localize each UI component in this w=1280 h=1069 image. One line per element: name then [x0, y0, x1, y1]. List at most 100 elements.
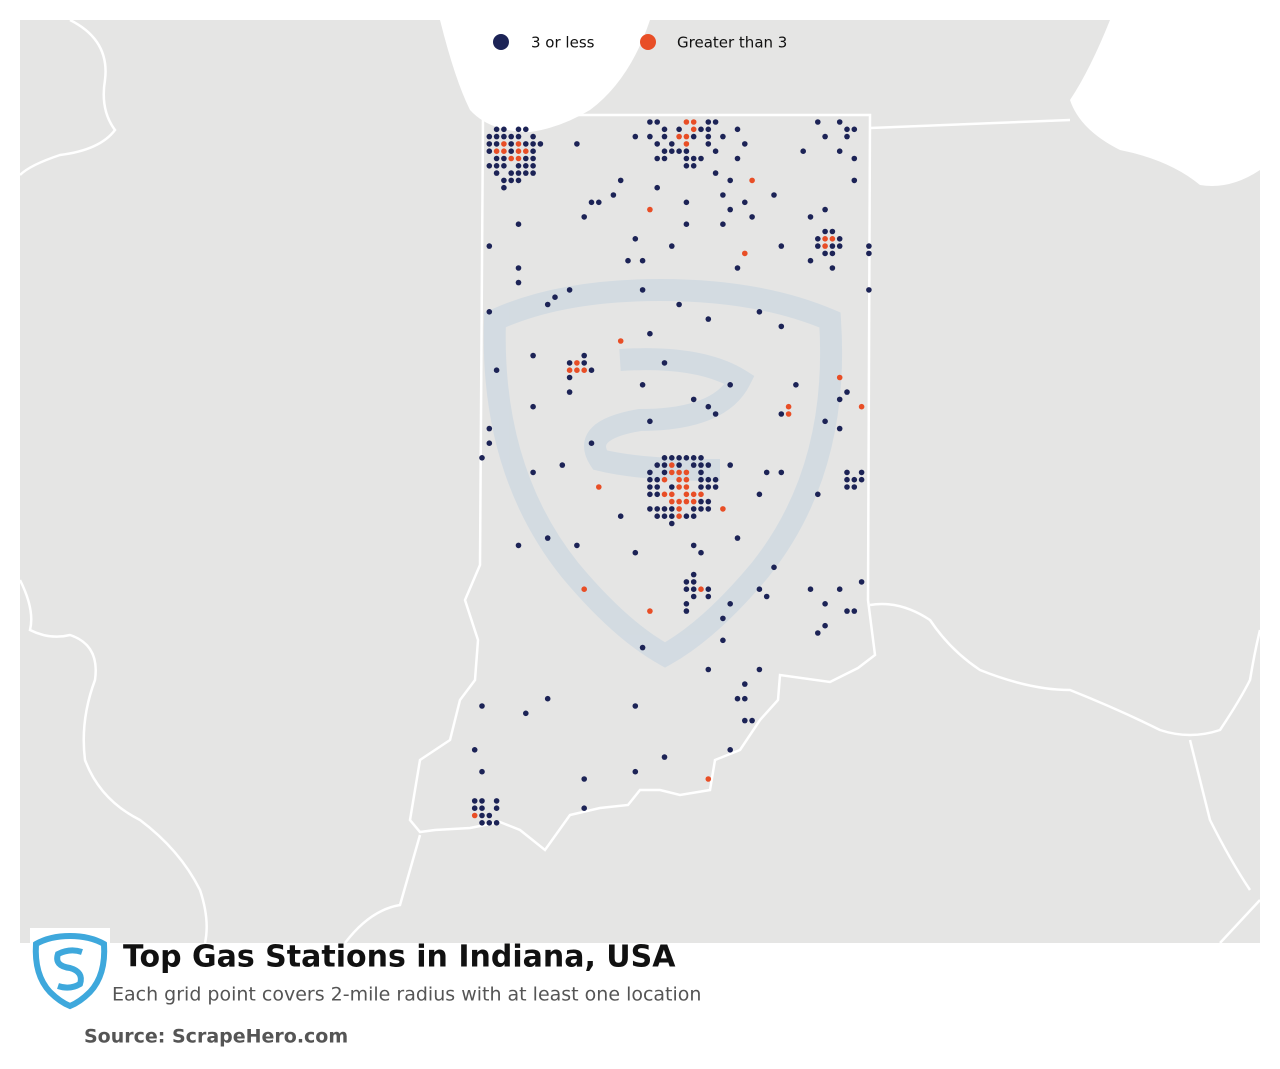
station-dot — [785, 411, 792, 417]
station-dot — [566, 287, 573, 293]
station-dot — [712, 476, 719, 483]
station-dot — [654, 155, 660, 162]
station-dot — [552, 294, 558, 301]
station-dot — [676, 469, 682, 476]
station-dot — [815, 491, 821, 498]
station-dot — [647, 206, 653, 213]
station-dot — [690, 126, 697, 133]
station-dot — [734, 126, 741, 133]
station-dot — [727, 747, 733, 753]
station-dot — [617, 338, 624, 344]
station-dot — [661, 754, 668, 760]
station-dot — [720, 506, 726, 512]
station-dot — [683, 148, 690, 154]
land — [20, 20, 1260, 943]
station-dot — [530, 155, 536, 162]
station-dot — [698, 491, 704, 498]
station-dot — [596, 199, 602, 206]
station-dot — [515, 265, 522, 271]
station-dot — [471, 812, 478, 819]
station-dot — [742, 250, 748, 257]
legend-marker — [493, 34, 509, 50]
legend: 3 or less Greater than 3 — [493, 34, 787, 52]
station-dot — [647, 506, 653, 512]
station-dot — [756, 666, 763, 673]
station-dot — [822, 228, 828, 235]
station-dot — [647, 608, 653, 614]
station-dot — [815, 630, 821, 636]
station-dot — [683, 221, 690, 227]
station-dot — [683, 163, 690, 169]
station-dot — [508, 148, 514, 154]
station-dot — [661, 126, 668, 133]
station-dot — [508, 177, 514, 184]
station-dot — [661, 148, 668, 154]
station-dot — [632, 703, 639, 709]
station-dot — [690, 462, 697, 468]
station-dot — [515, 177, 522, 184]
station-dot — [683, 199, 690, 206]
station-dot — [501, 155, 507, 162]
station-dot — [690, 593, 697, 600]
station-dot — [676, 484, 682, 490]
station-dot — [705, 498, 712, 505]
station-dot — [523, 163, 529, 169]
station-dot — [851, 155, 858, 162]
station-dot — [690, 542, 697, 549]
station-dot — [698, 506, 704, 512]
station-dot — [763, 469, 770, 476]
station-dot — [544, 301, 551, 308]
station-dot — [815, 236, 821, 242]
station-dot — [661, 462, 668, 468]
station-dot — [669, 491, 675, 498]
station-dot — [647, 119, 653, 125]
station-dot — [844, 484, 850, 490]
station-dot — [866, 287, 872, 293]
station-dot — [727, 177, 733, 184]
station-dot — [822, 243, 828, 249]
station-dot — [581, 360, 587, 366]
station-dot — [479, 455, 485, 461]
station-dot — [836, 236, 843, 242]
station-dot — [669, 484, 675, 490]
station-dot — [858, 469, 865, 476]
station-dot — [712, 170, 719, 176]
station-dot — [690, 579, 697, 585]
station-dot — [647, 330, 653, 337]
station-dot — [683, 586, 690, 592]
station-dot — [486, 425, 493, 432]
station-dot — [763, 593, 770, 600]
station-dot — [771, 564, 777, 571]
station-dot — [669, 462, 675, 468]
station-dot — [690, 155, 697, 162]
station-dot — [639, 382, 646, 388]
station-dot — [493, 798, 500, 804]
station-dot — [669, 455, 675, 461]
station-dot — [698, 498, 704, 505]
station-dot — [815, 119, 821, 125]
station-dot — [654, 141, 660, 147]
station-dot — [647, 491, 653, 498]
station-dot — [669, 506, 675, 512]
station-dot — [574, 367, 580, 374]
station-dot — [471, 747, 478, 753]
station-dot — [479, 805, 485, 811]
station-dot — [486, 243, 493, 249]
station-dot — [778, 469, 785, 476]
subtitle: Each grid point covers 2-mile radius wit… — [112, 984, 701, 1006]
station-dot — [515, 170, 522, 176]
station-dot — [486, 309, 493, 315]
station-dot — [581, 805, 587, 811]
station-dot — [851, 177, 858, 184]
station-dot — [829, 265, 836, 271]
station-dot — [829, 236, 836, 242]
station-dot — [574, 360, 580, 366]
station-dot — [515, 133, 522, 140]
station-dot — [610, 192, 617, 198]
station-dot — [486, 133, 493, 140]
station-dot — [493, 141, 500, 147]
station-dot — [683, 513, 690, 519]
station-dot — [661, 155, 668, 162]
station-dot — [676, 506, 682, 512]
